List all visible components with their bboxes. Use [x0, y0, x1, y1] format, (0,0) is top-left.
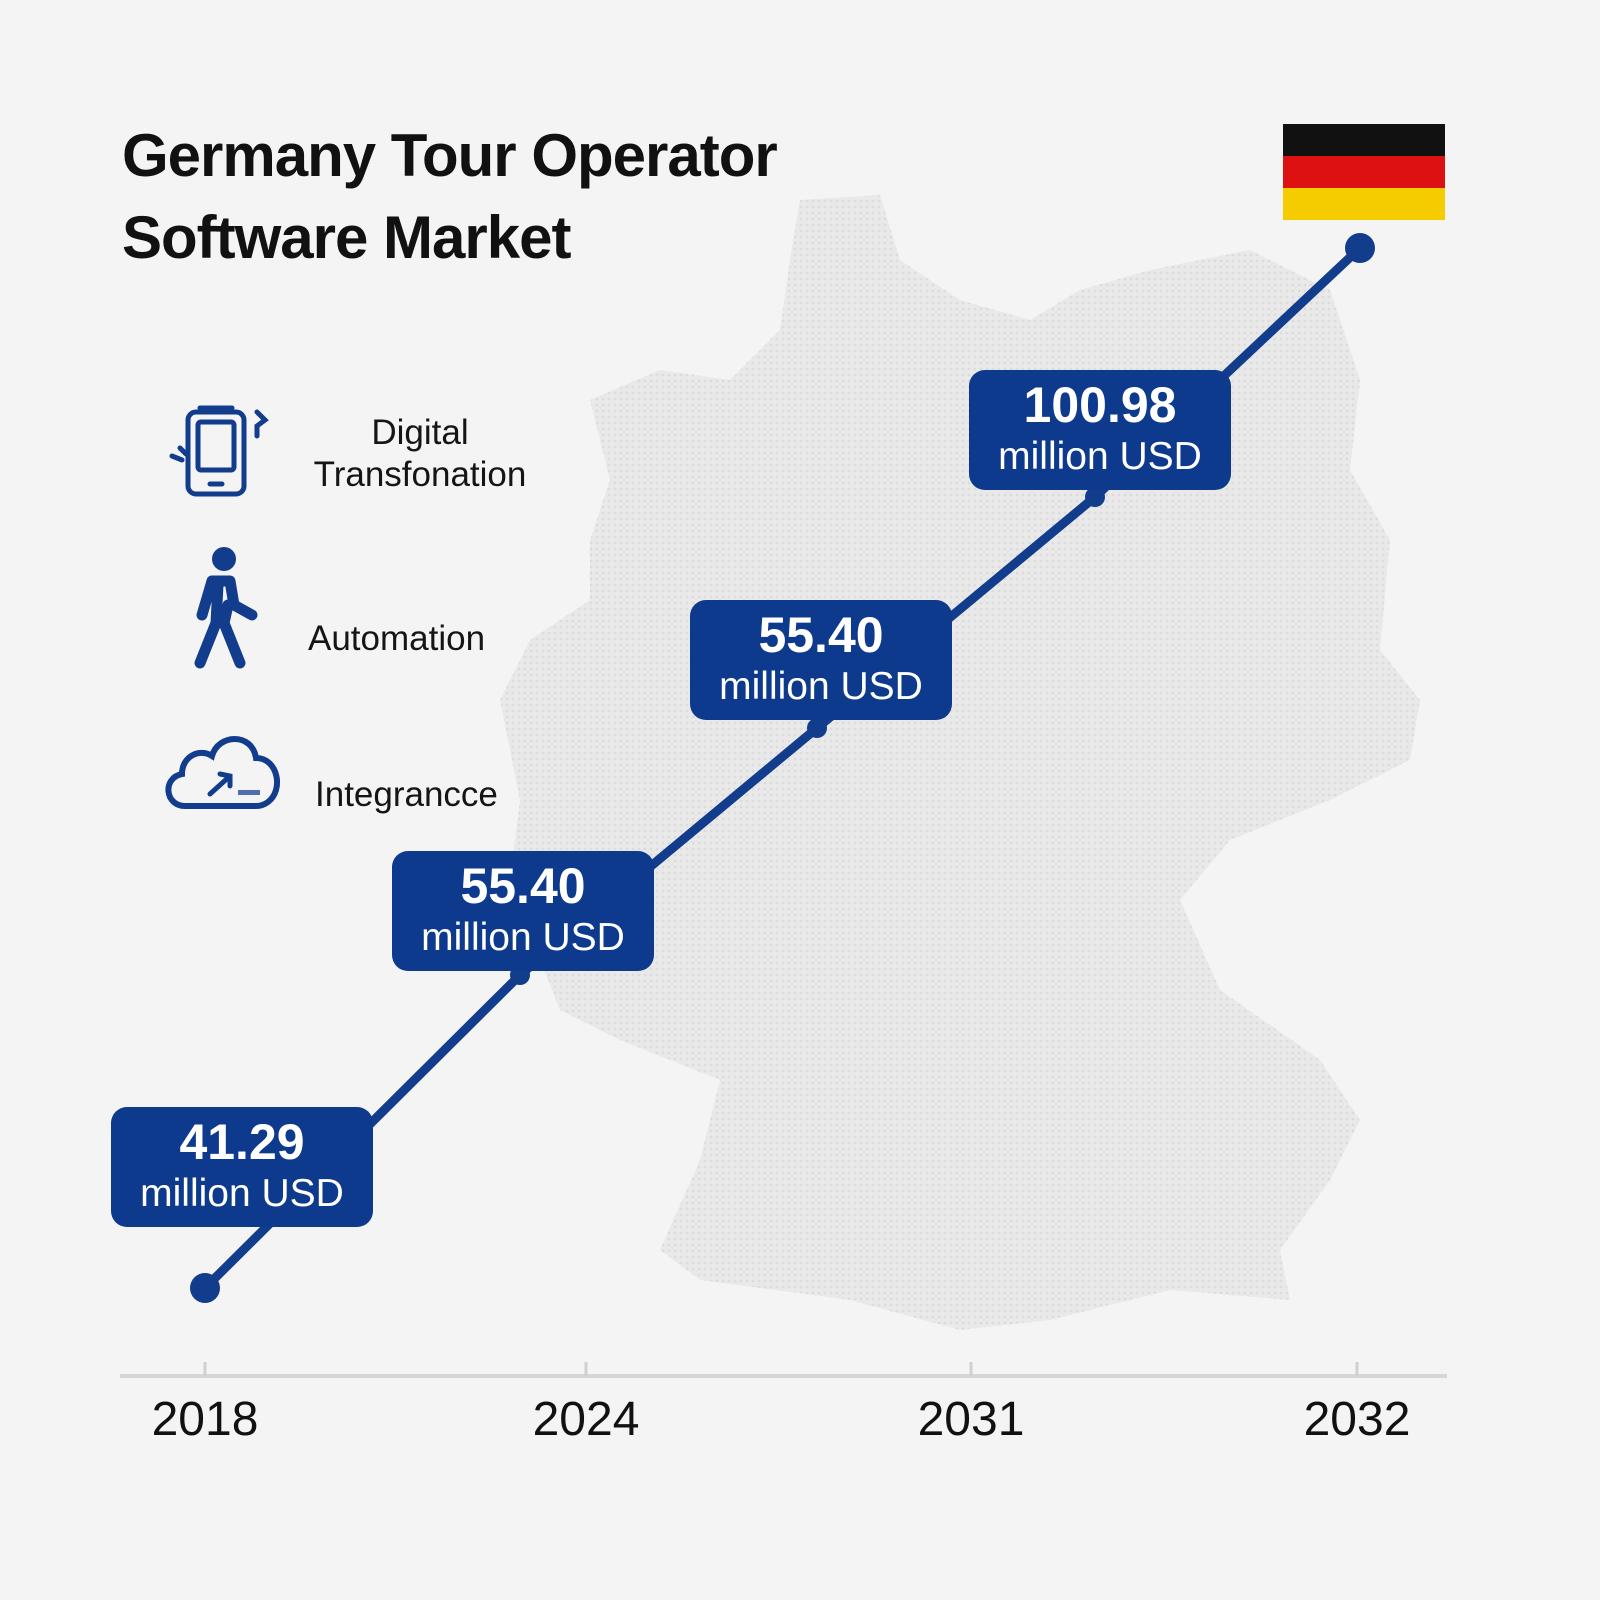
- germany-flag-icon: [1283, 124, 1445, 220]
- data-label: 55.40 million USD: [690, 600, 952, 720]
- feature-label: Transfonation: [313, 455, 527, 494]
- feature-label: Automation: [308, 619, 486, 658]
- smartphone-icon: [169, 405, 269, 497]
- feature-digital-transformation: Digital Transfonation: [305, 412, 535, 496]
- data-label-value: 41.29: [179, 1114, 305, 1170]
- feature-integration: Integrancce: [315, 774, 498, 816]
- x-tick-label: 2031: [917, 1393, 1025, 1446]
- feature-automation: Automation: [308, 618, 485, 660]
- data-label: 55.40 million USD: [392, 851, 654, 971]
- data-label-value: 55.40: [758, 607, 884, 663]
- data-label-value: 55.40: [460, 858, 586, 914]
- data-point: [807, 718, 827, 738]
- data-label-unit: million USD: [719, 665, 923, 708]
- data-label: 100.98 million USD: [969, 370, 1231, 490]
- title-line-2: Software Market: [122, 204, 571, 271]
- data-label-unit: million USD: [140, 1172, 344, 1215]
- feature-label: Digital: [371, 413, 469, 452]
- feature-label: Integrancce: [315, 775, 498, 814]
- x-tick-label: 2032: [1303, 1393, 1411, 1446]
- x-tick-label: 2024: [532, 1393, 640, 1446]
- data-label-value: 100.98: [1023, 377, 1177, 433]
- germany-map-shape: [500, 195, 1420, 1330]
- cloud-upload-icon: [165, 736, 280, 809]
- title-line-1: Germany Tour Operator: [122, 122, 778, 189]
- data-point: [1085, 487, 1105, 507]
- walking-person-icon: [194, 547, 258, 669]
- data-label-unit: million USD: [998, 435, 1202, 478]
- data-point: [1345, 233, 1375, 263]
- data-point: [190, 1273, 220, 1303]
- page-title: Germany Tour Operator Software Market: [122, 115, 778, 279]
- data-label-unit: million USD: [421, 916, 625, 959]
- x-tick-label: 2018: [151, 1393, 259, 1446]
- data-label: 41.29 million USD: [111, 1107, 373, 1227]
